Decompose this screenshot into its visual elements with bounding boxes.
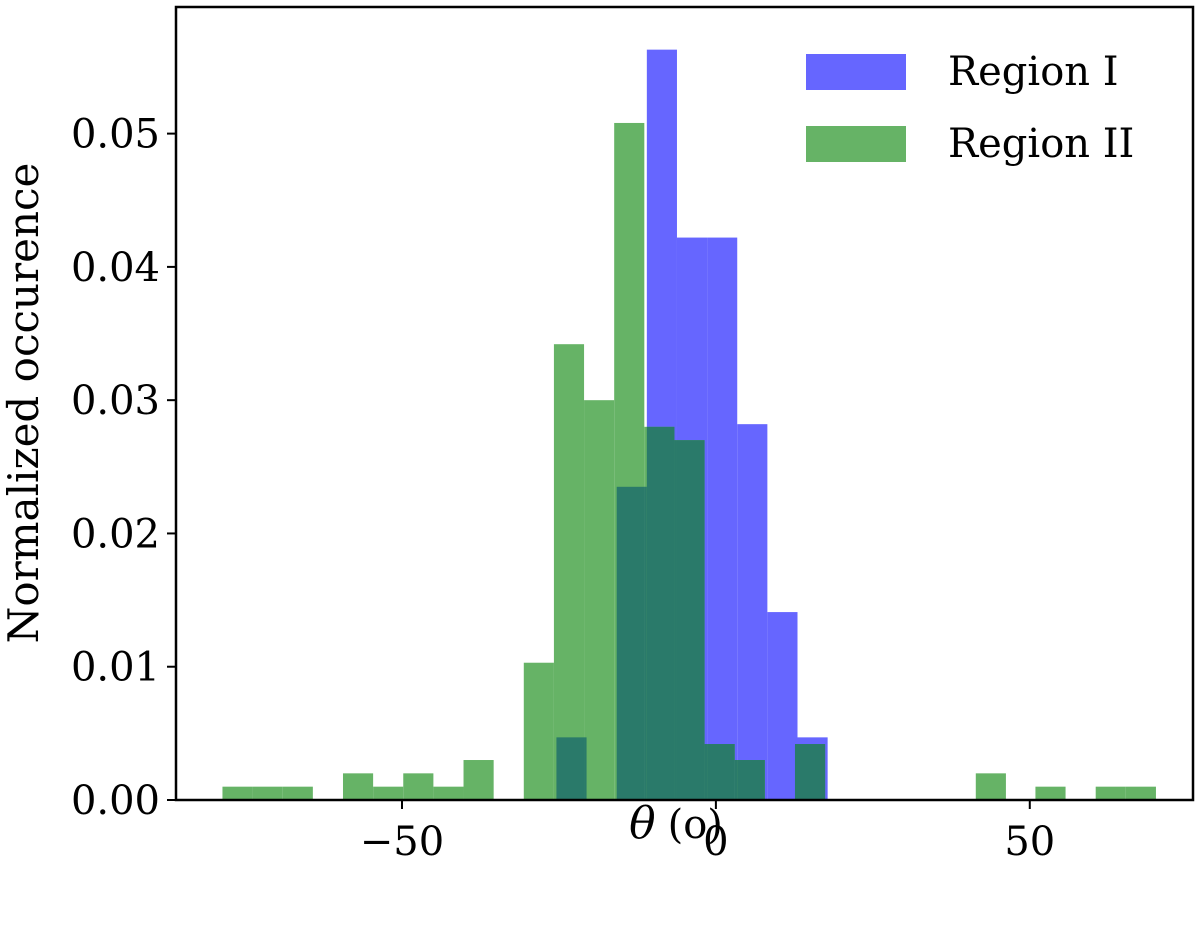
region-ii-bar bbox=[373, 786, 404, 800]
y-tick-label: 0.05 bbox=[71, 112, 160, 158]
x-axis: −50 0 50 bbox=[360, 800, 1055, 865]
legend-label-region-i: Region I bbox=[948, 49, 1119, 95]
overlap-bar bbox=[584, 737, 587, 800]
y-axis: 0.00 0.01 0.02 0.03 0.04 0.05 bbox=[71, 112, 176, 824]
region-i-bar bbox=[707, 237, 738, 800]
region-ii-bar bbox=[1125, 786, 1156, 800]
region-ii-bar bbox=[975, 773, 1006, 800]
overlap-bar bbox=[616, 486, 645, 800]
legend: Region I Region II bbox=[806, 49, 1134, 167]
region-ii-bar bbox=[553, 344, 585, 800]
y-tick-label: 0.04 bbox=[71, 245, 160, 291]
overlap-bar bbox=[676, 440, 705, 800]
region-ii-bar bbox=[463, 760, 494, 800]
region-ii-bar bbox=[342, 773, 374, 800]
overlap-bar bbox=[704, 744, 708, 800]
overlap-bar bbox=[794, 744, 798, 800]
legend-label-region-ii: Region II bbox=[948, 121, 1134, 167]
region-ii-bar bbox=[584, 400, 615, 800]
x-axis-label: θ (o) bbox=[629, 798, 723, 849]
region-ii-bar bbox=[1095, 786, 1126, 800]
y-tick-label: 0.00 bbox=[71, 778, 160, 824]
overlap-bar bbox=[737, 760, 765, 800]
region-ii-bar bbox=[433, 786, 464, 800]
y-tick-label: 0.02 bbox=[71, 511, 160, 557]
region-ii-bar bbox=[282, 786, 313, 800]
x-tick-label: 0 bbox=[703, 819, 728, 865]
region-i-bar bbox=[737, 424, 768, 800]
overlap-bar bbox=[707, 744, 735, 800]
overlap-bar bbox=[734, 760, 738, 800]
region-ii-bar bbox=[1035, 786, 1066, 800]
y-tick-label: 0.03 bbox=[71, 378, 160, 424]
overlap-bar bbox=[644, 486, 647, 800]
region-i-bar bbox=[767, 612, 798, 800]
x-axis-unit: (o) bbox=[668, 802, 723, 848]
overlap-bar bbox=[797, 744, 826, 800]
region-ii-bar bbox=[523, 662, 554, 800]
x-tick-label: 50 bbox=[1004, 819, 1055, 865]
legend-swatch-region-ii bbox=[806, 126, 906, 162]
overlap-bar bbox=[646, 426, 675, 800]
region-ii-bar bbox=[252, 786, 283, 800]
overlap-layer bbox=[556, 426, 826, 800]
overlap-bar bbox=[556, 737, 585, 800]
overlap-bar bbox=[674, 440, 677, 800]
region-ii-bar bbox=[403, 773, 434, 800]
x-axis-symbol: θ bbox=[629, 798, 656, 849]
y-axis-label: Normalized occurence bbox=[0, 163, 48, 644]
y-tick-label: 0.01 bbox=[71, 645, 160, 691]
region-ii-bar bbox=[222, 786, 253, 800]
x-tick-label: −50 bbox=[360, 819, 444, 865]
legend-swatch-region-i bbox=[806, 54, 906, 90]
plot-frame bbox=[174, 5, 1195, 802]
